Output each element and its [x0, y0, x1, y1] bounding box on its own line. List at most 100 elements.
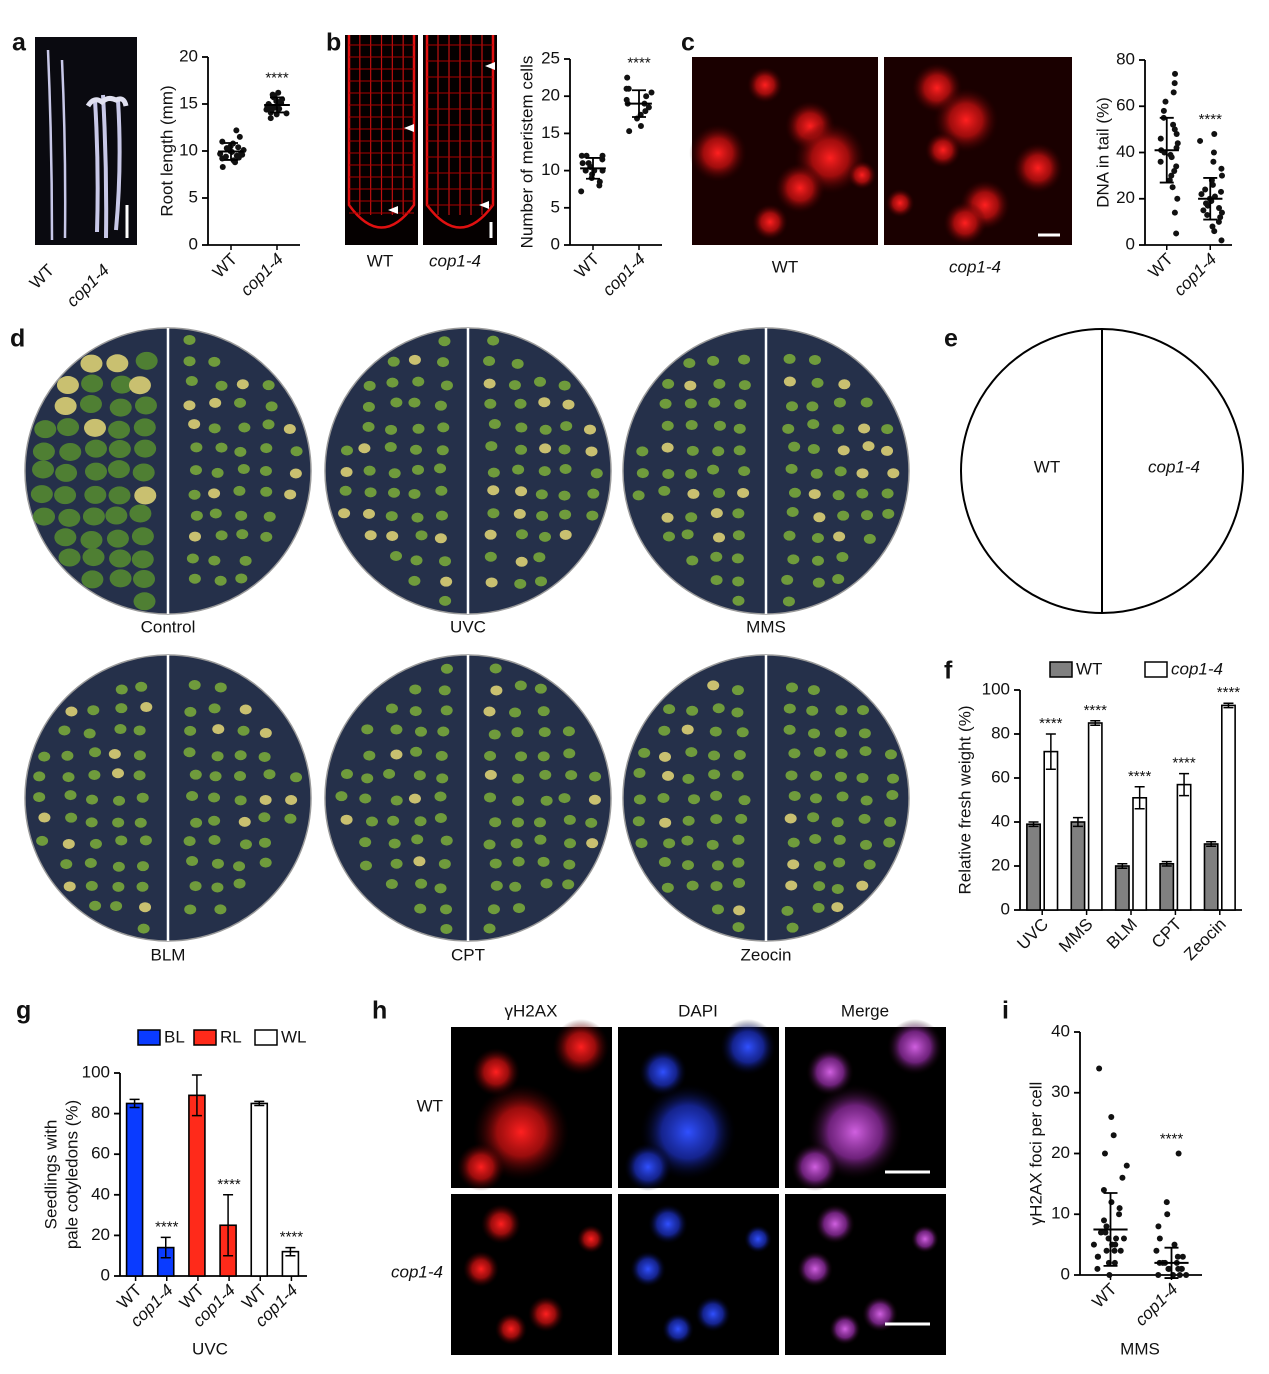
seedling — [136, 792, 149, 803]
seedling — [58, 725, 71, 736]
seedling — [782, 423, 795, 434]
sd-bar — [632, 89, 646, 118]
seedling — [214, 682, 227, 693]
seedling — [135, 351, 158, 370]
seedling — [84, 462, 107, 481]
nucleus — [829, 1313, 861, 1345]
image-label: cop1-4 — [949, 257, 1001, 276]
data-point — [1197, 137, 1204, 144]
seedling — [139, 902, 152, 913]
seedling — [490, 685, 503, 696]
seedling — [81, 374, 104, 393]
column-header: γH2AX — [505, 1001, 558, 1020]
seedling — [813, 881, 826, 892]
seedling — [438, 336, 451, 347]
seedling — [658, 485, 671, 496]
seedling — [135, 681, 148, 692]
seedling — [835, 705, 848, 716]
y-tick-label: 15 — [179, 93, 198, 112]
bar — [125, 1102, 144, 1277]
nucleus — [528, 1296, 564, 1332]
seedling — [484, 529, 497, 540]
seedling — [411, 834, 424, 845]
seedling — [208, 555, 221, 566]
seedling — [858, 728, 871, 739]
seedling — [484, 792, 497, 803]
seedling — [538, 727, 551, 738]
y-tick-label: 0 — [1126, 234, 1135, 253]
y-axis-label: Root length (mm) — [157, 85, 176, 216]
seedling — [512, 856, 525, 867]
seedling — [887, 468, 900, 479]
seedling — [788, 441, 801, 452]
seedling — [537, 856, 550, 867]
seedling — [409, 706, 422, 717]
data-point — [219, 163, 226, 170]
seedling — [434, 533, 447, 544]
image-label: WT — [26, 261, 58, 293]
seedling — [237, 725, 250, 736]
seedling — [238, 422, 251, 433]
seedling — [485, 577, 498, 588]
seedling — [883, 837, 896, 848]
seedling — [385, 879, 398, 890]
seedling — [836, 791, 849, 802]
y-tick-label: 80 — [1116, 49, 1135, 68]
seedling — [115, 835, 128, 846]
seedling — [260, 486, 273, 497]
data-point — [1218, 165, 1225, 172]
seedling — [807, 419, 820, 430]
sd-bar — [586, 157, 600, 180]
seedling — [662, 468, 675, 479]
seedling — [856, 880, 869, 891]
legend-label: BL — [164, 1027, 185, 1046]
seedling — [86, 794, 99, 805]
seedling — [484, 750, 497, 761]
y-axis-label: pale cotyledons (%) — [62, 1100, 81, 1249]
seedling — [134, 439, 157, 458]
data-point — [623, 96, 630, 103]
data-point — [625, 85, 632, 92]
plate-label: MMS — [746, 617, 786, 636]
row-label: WT — [417, 1096, 443, 1115]
seedling — [831, 883, 844, 894]
seedling — [586, 510, 599, 521]
seedling — [881, 445, 894, 456]
y-tick-label: 10 — [1051, 1204, 1070, 1223]
bar — [1043, 750, 1059, 911]
data-point — [222, 153, 229, 160]
x-axis-label: UVC — [192, 1339, 228, 1358]
seedling — [387, 356, 400, 367]
seedling — [439, 595, 452, 606]
seedling — [440, 380, 453, 391]
row-label: cop1-4 — [391, 1262, 443, 1281]
image-label: WT — [772, 257, 798, 276]
seedling — [858, 423, 871, 434]
seedling — [435, 750, 448, 761]
seedling — [414, 816, 427, 827]
seedling — [189, 881, 202, 892]
seedling — [490, 880, 503, 891]
data-point — [1100, 1217, 1107, 1224]
panel-letter: c — [681, 29, 695, 57]
seedling — [83, 418, 106, 437]
data-point — [1216, 205, 1223, 211]
seedling — [434, 400, 447, 411]
seedling — [563, 859, 576, 870]
significance: **** — [1128, 768, 1152, 785]
seedling — [713, 378, 726, 389]
seedling — [832, 574, 845, 585]
seedling — [881, 488, 894, 499]
seedling — [189, 769, 202, 780]
seedling — [487, 508, 500, 519]
seedling — [108, 420, 131, 439]
seedling — [857, 705, 870, 716]
significance: **** — [280, 1229, 304, 1246]
seedling — [487, 335, 500, 346]
seedling — [484, 551, 497, 562]
comet — [885, 188, 915, 218]
data-point — [1097, 1229, 1104, 1236]
seedling — [713, 420, 726, 431]
data-point — [1155, 1272, 1162, 1278]
seedling — [487, 485, 500, 496]
